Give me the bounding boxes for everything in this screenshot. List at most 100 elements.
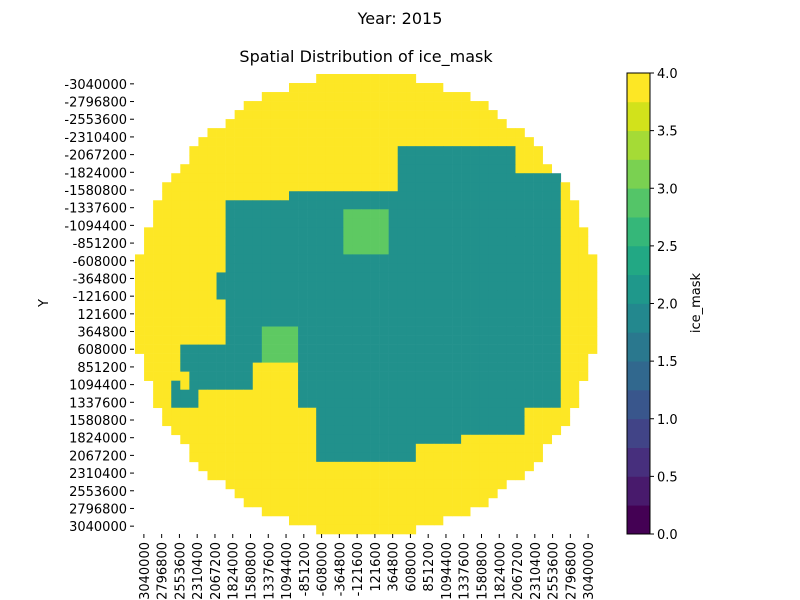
colorbar-bin <box>627 418 650 448</box>
heatmap-cell <box>279 308 290 318</box>
heatmap-cell <box>316 119 326 129</box>
heatmap-cell <box>289 110 299 120</box>
heatmap-cell <box>406 209 417 219</box>
heatmap-cell <box>370 92 380 102</box>
heatmap-cell <box>443 236 453 246</box>
heatmap-cell <box>515 470 525 481</box>
heatmap-cell <box>424 488 435 499</box>
heatmap-cell <box>298 245 308 255</box>
heatmap-cell <box>379 479 389 490</box>
heatmap-cell <box>352 200 362 210</box>
heatmap-cell <box>542 173 553 183</box>
heatmap-cell <box>316 380 326 390</box>
x-tick-label: 2310400 <box>529 542 544 600</box>
heatmap-cell <box>307 299 317 309</box>
heatmap-cell <box>452 290 462 300</box>
heatmap-cell <box>234 191 245 201</box>
heatmap-cell <box>298 209 308 219</box>
heatmap-cell <box>433 218 444 228</box>
heatmap-cell <box>479 371 489 381</box>
heatmap-cell <box>189 380 199 390</box>
heatmap-cell <box>289 173 299 183</box>
heatmap-cell <box>144 353 154 363</box>
heatmap-cell <box>488 416 498 427</box>
heatmap-cell <box>171 290 181 300</box>
heatmap-cell <box>433 290 444 300</box>
heatmap-cell <box>325 416 335 427</box>
heatmap-cell <box>270 416 281 427</box>
colorbar-bin <box>627 130 650 160</box>
heatmap-cell <box>298 146 308 156</box>
heatmap-cell <box>207 425 217 436</box>
heatmap-cell <box>325 479 335 490</box>
heatmap-cell <box>406 398 417 409</box>
heatmap-cell <box>406 137 417 147</box>
heatmap-cell <box>243 128 254 138</box>
heatmap-cell <box>551 182 562 192</box>
heatmap-cell <box>479 398 489 409</box>
x-tick-label: 121600 <box>369 542 384 592</box>
heatmap-cell <box>533 317 543 327</box>
heatmap-cell <box>289 146 299 156</box>
heatmap-cell <box>361 119 371 129</box>
heatmap-cell <box>479 263 489 273</box>
heatmap-cell <box>261 281 272 291</box>
heatmap-cell <box>497 434 507 445</box>
heatmap-cell <box>361 497 371 508</box>
heatmap-cell <box>189 200 199 210</box>
heatmap-cell <box>225 308 235 318</box>
heatmap-cell <box>379 209 389 219</box>
heatmap-cell <box>298 362 308 372</box>
x-tick-label: 1824000 <box>493 542 508 600</box>
heatmap-cell <box>252 164 263 174</box>
heatmap-cell <box>506 335 516 345</box>
heatmap-cell <box>370 101 380 111</box>
heatmap-cell <box>261 470 272 481</box>
heatmap-cell <box>578 245 589 255</box>
heatmap-cell <box>443 128 453 138</box>
heatmap-cell <box>587 254 598 264</box>
heatmap-cell <box>470 227 480 237</box>
heatmap-cell <box>443 272 453 282</box>
heatmap-cell <box>298 380 308 390</box>
heatmap-cell <box>298 344 308 354</box>
heatmap-cell <box>470 236 480 246</box>
heatmap-cell <box>298 182 308 192</box>
x-tick-label: -1094400 <box>280 542 295 600</box>
heatmap-cell <box>479 326 489 336</box>
heatmap-cell <box>261 335 272 345</box>
y-axis-ticks: -3040000-2796800-2553600-2310400-2067200… <box>64 78 134 535</box>
heatmap-cell <box>488 380 498 390</box>
heatmap-cell <box>361 74 371 84</box>
heatmap-cell <box>379 524 389 535</box>
heatmap-cell <box>379 218 389 228</box>
heatmap-cell <box>542 209 553 219</box>
heatmap-cell <box>171 335 181 345</box>
heatmap-cell <box>180 425 190 436</box>
heatmap-cell <box>325 110 335 120</box>
heatmap-cell <box>180 326 190 336</box>
heatmap-cell <box>479 479 489 490</box>
colorbar-bin <box>627 389 650 420</box>
heatmap-cell <box>433 344 444 354</box>
heatmap-cell <box>497 389 507 400</box>
heatmap-cell <box>533 380 543 390</box>
heatmap-cell <box>379 398 389 409</box>
heatmap-cell <box>361 83 371 93</box>
heatmap-cell <box>424 389 435 400</box>
heatmap-cell <box>506 227 516 237</box>
heatmap-cell <box>252 344 263 354</box>
heatmap-cell <box>415 218 426 228</box>
heatmap-cell <box>207 236 217 246</box>
heatmap-cell <box>261 362 272 372</box>
heatmap-cell <box>433 335 444 345</box>
heatmap-cell <box>560 263 571 273</box>
heatmap-cell <box>270 389 281 400</box>
heatmap-cell <box>452 173 462 183</box>
heatmap-cell <box>424 326 435 336</box>
heatmap-cell <box>397 371 408 381</box>
heatmap-cell <box>207 470 217 481</box>
heatmap-cell <box>252 434 263 445</box>
heatmap-cell <box>289 425 299 436</box>
heatmap-cell <box>433 191 444 201</box>
